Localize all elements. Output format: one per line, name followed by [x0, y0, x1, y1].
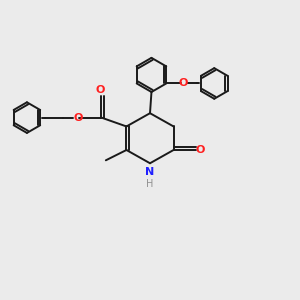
Text: O: O [73, 112, 83, 123]
Text: O: O [178, 79, 188, 88]
Text: O: O [95, 85, 105, 95]
Text: N: N [146, 167, 154, 177]
Text: H: H [146, 178, 154, 189]
Text: O: O [196, 145, 205, 155]
